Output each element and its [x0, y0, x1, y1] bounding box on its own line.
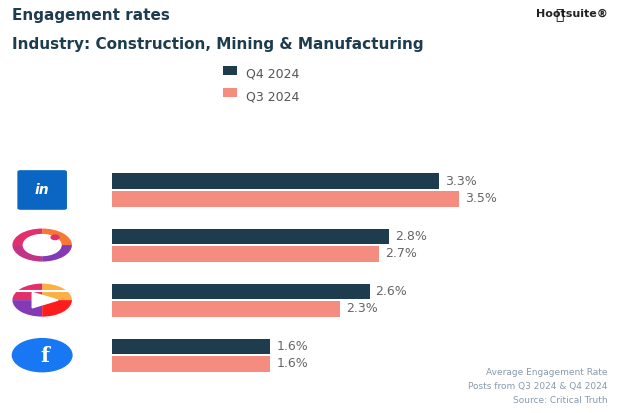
- Text: Engagement rates: Engagement rates: [12, 8, 170, 23]
- Text: 3.3%: 3.3%: [445, 175, 477, 188]
- Bar: [112, 356, 270, 372]
- Bar: [112, 301, 340, 317]
- Text: Industry: Construction, Mining & Manufacturing: Industry: Construction, Mining & Manufac…: [12, 37, 424, 52]
- Bar: [112, 228, 389, 244]
- Wedge shape: [12, 245, 42, 261]
- Wedge shape: [42, 300, 72, 317]
- Text: f: f: [41, 346, 50, 366]
- Circle shape: [12, 284, 72, 317]
- Text: Q4 2024: Q4 2024: [246, 67, 299, 80]
- Text: 1.6%: 1.6%: [277, 340, 308, 353]
- Bar: [112, 191, 459, 206]
- Text: in: in: [35, 183, 50, 197]
- Wedge shape: [42, 284, 72, 300]
- Wedge shape: [42, 245, 72, 261]
- Bar: [112, 246, 379, 261]
- Text: 🦉: 🦉: [555, 8, 564, 22]
- Bar: [112, 173, 439, 189]
- Bar: [112, 339, 270, 354]
- Circle shape: [51, 235, 59, 240]
- Circle shape: [12, 339, 72, 372]
- Text: Hootsuite®: Hootsuite®: [536, 8, 608, 18]
- FancyBboxPatch shape: [17, 170, 67, 210]
- Wedge shape: [42, 228, 72, 245]
- Text: 2.8%: 2.8%: [396, 230, 427, 243]
- Wedge shape: [12, 228, 42, 245]
- Text: Q3 2024: Q3 2024: [246, 90, 299, 103]
- Text: Average Engagement Rate
Posts from Q3 2024 & Q4 2024
Source: Critical Truth: Average Engagement Rate Posts from Q3 20…: [468, 368, 608, 405]
- Polygon shape: [32, 292, 58, 308]
- Text: 1.6%: 1.6%: [277, 358, 308, 370]
- Circle shape: [24, 235, 61, 256]
- Text: 2.7%: 2.7%: [386, 247, 417, 260]
- Wedge shape: [12, 300, 42, 317]
- Circle shape: [12, 228, 72, 261]
- Wedge shape: [12, 284, 42, 300]
- Text: 2.6%: 2.6%: [376, 285, 407, 298]
- Text: 3.5%: 3.5%: [465, 192, 497, 205]
- Text: 2.3%: 2.3%: [346, 302, 378, 316]
- Bar: [112, 284, 370, 299]
